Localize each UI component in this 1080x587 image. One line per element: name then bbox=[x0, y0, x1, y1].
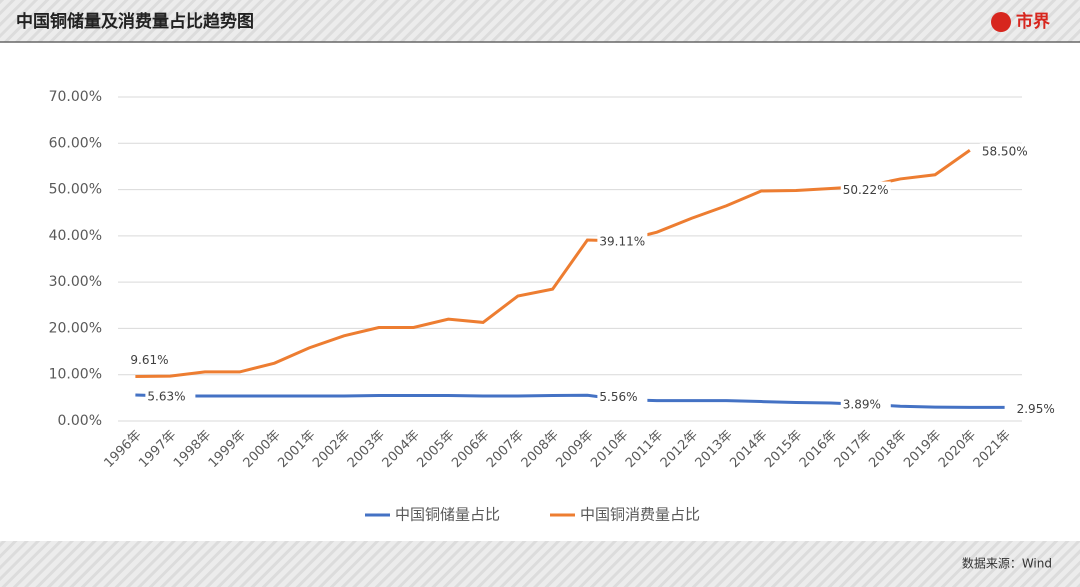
x-tick-label: 2021年 bbox=[971, 428, 1014, 471]
x-tick-label: 2008年 bbox=[519, 428, 562, 471]
x-tick-label: 2007年 bbox=[484, 428, 527, 471]
x-tick-label: 2012年 bbox=[658, 428, 701, 471]
x-tick-label: 2003年 bbox=[345, 428, 388, 471]
value-label: 39.11% bbox=[599, 234, 645, 248]
x-tick-label: 2006年 bbox=[449, 428, 492, 471]
x-tick-label: 2009年 bbox=[553, 428, 596, 471]
x-tick-label: 2019年 bbox=[901, 428, 944, 471]
x-tick-label: 2014年 bbox=[727, 428, 770, 471]
y-tick-label: 60.00% bbox=[49, 135, 102, 151]
x-tick-label: 2015年 bbox=[762, 428, 805, 471]
x-tick-label: 2020年 bbox=[936, 428, 979, 471]
x-tick-label: 1996年 bbox=[101, 428, 144, 471]
value-label: 9.61% bbox=[130, 353, 168, 367]
x-tick-label: 2011年 bbox=[623, 428, 666, 471]
x-tick-label: 2002年 bbox=[310, 428, 353, 471]
legend-label: 中国铜储量占比 bbox=[395, 506, 500, 524]
label-bg bbox=[1014, 400, 1065, 419]
x-tick-label: 2013年 bbox=[693, 428, 736, 471]
legend-label: 中国铜消费量占比 bbox=[580, 506, 700, 524]
x-tick-label: 2017年 bbox=[832, 428, 875, 471]
x-tick-label: 1998年 bbox=[171, 428, 214, 471]
y-tick-label: 30.00% bbox=[49, 274, 102, 290]
x-tick-label: 1997年 bbox=[136, 428, 179, 471]
logo-text: 市界 bbox=[1016, 11, 1050, 32]
header-bar bbox=[0, 0, 1080, 42]
x-tick-label: 2016年 bbox=[797, 428, 840, 471]
y-tick-label: 40.00% bbox=[49, 228, 102, 244]
x-tick-label: 2001年 bbox=[275, 428, 318, 471]
value-label: 2.95% bbox=[1017, 402, 1055, 416]
x-tick-label: 2010年 bbox=[588, 428, 631, 471]
label-bg bbox=[128, 351, 179, 370]
source: 数据来源：Wind bbox=[962, 556, 1052, 571]
label-bg bbox=[840, 395, 891, 414]
page-title: 中国铜储量及消费量占比趋势图 bbox=[16, 11, 254, 32]
plot: 0.00% 10.00% 20.00% 30.00% 40.00% 50.00% 60.00… bbox=[49, 89, 1065, 524]
y-tick-label: 20.00% bbox=[49, 320, 102, 336]
value-label: 5.56% bbox=[599, 390, 637, 404]
label-bg bbox=[597, 388, 648, 407]
value-label: 58.50% bbox=[982, 145, 1028, 159]
footer-bar bbox=[0, 541, 1080, 587]
y-tick-label: 50.00% bbox=[49, 182, 102, 198]
label-bg bbox=[145, 387, 196, 406]
x-tick-label: 2004年 bbox=[380, 428, 423, 471]
y-tick-label: 0.00% bbox=[58, 413, 102, 429]
y-tick-label: 70.00% bbox=[49, 89, 102, 105]
label-bg bbox=[840, 181, 891, 200]
logo-icon bbox=[991, 12, 1011, 32]
x-tick-label: 2005年 bbox=[414, 428, 457, 471]
series-line bbox=[135, 149, 971, 379]
value-label: 50.22% bbox=[843, 183, 889, 197]
x-tick-label: 1999年 bbox=[206, 428, 249, 471]
value-label: 5.63% bbox=[147, 389, 185, 403]
value-label: 3.89% bbox=[843, 397, 881, 411]
label-bg bbox=[597, 232, 648, 251]
label-bg bbox=[979, 143, 1030, 162]
y-tick-label: 10.00% bbox=[49, 367, 102, 383]
x-tick-label: 2000年 bbox=[241, 428, 284, 471]
x-tick-label: 2018年 bbox=[866, 428, 909, 471]
